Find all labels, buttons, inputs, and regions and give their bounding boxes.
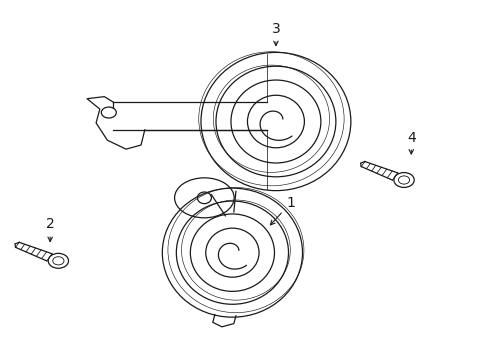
Text: 2: 2: [46, 217, 55, 242]
Text: 1: 1: [270, 196, 294, 225]
Text: 4: 4: [406, 131, 415, 154]
Text: 3: 3: [271, 22, 280, 46]
